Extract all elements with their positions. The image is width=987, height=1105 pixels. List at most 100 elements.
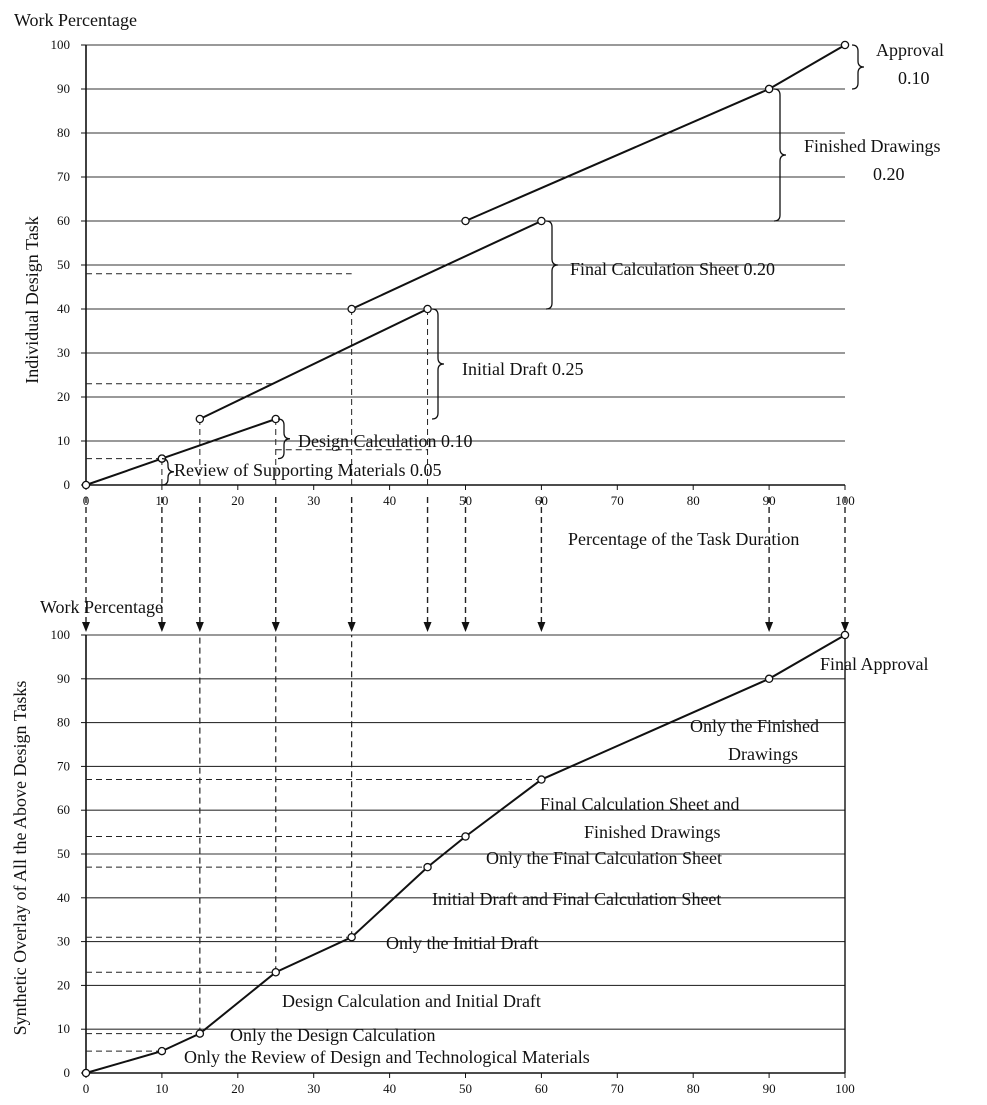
bottom-x-tick-label: 80 bbox=[687, 1081, 700, 1096]
connector-arrowhead bbox=[841, 622, 849, 632]
overlay-point-marker bbox=[423, 862, 432, 872]
annotation-approval-weight: 0.10 bbox=[898, 68, 930, 88]
top-x-tick-label: 80 bbox=[687, 493, 700, 508]
top-y-tick-label: 20 bbox=[57, 389, 70, 404]
bottom-y-tick-label: 70 bbox=[57, 758, 70, 773]
bottom-x-tick-label: 30 bbox=[307, 1081, 320, 1096]
top-x-tick-label: 40 bbox=[383, 493, 396, 508]
brace-approval bbox=[851, 44, 865, 90]
overlay-point-marker bbox=[764, 674, 774, 684]
bottom-y-axis-label: Synthetic Overlay of All the Above Desig… bbox=[10, 681, 30, 1036]
brace-design-calculation bbox=[277, 418, 291, 460]
top-y-tick-label: 80 bbox=[57, 125, 70, 140]
top-x-tick-label: 20 bbox=[231, 493, 244, 508]
bottom-x-tick-label: 50 bbox=[459, 1081, 472, 1096]
bottom-y-tick-label: 20 bbox=[57, 977, 70, 992]
overlay-curve bbox=[85, 634, 846, 1074]
brace-finished-drawings bbox=[773, 88, 787, 222]
overlay-point-marker bbox=[347, 932, 356, 942]
top-segment-end-marker bbox=[423, 304, 432, 314]
annotation-only-finished-drawings-2: Drawings bbox=[728, 744, 798, 764]
top-y-tick-label: 0 bbox=[64, 477, 71, 492]
bottom-x-tick-label: 100 bbox=[835, 1081, 855, 1096]
annotation-design-calculation: Design Calculation 0.10 bbox=[298, 431, 472, 451]
annotation-approval: Approval bbox=[876, 40, 944, 60]
brace-review bbox=[161, 457, 175, 486]
bottom-y-tick-label: 10 bbox=[57, 1021, 70, 1036]
brace-initial-draft bbox=[431, 308, 445, 420]
overlay-point-marker bbox=[537, 775, 546, 784]
top-y-tick-label: 60 bbox=[57, 213, 70, 228]
top-task-segment bbox=[465, 88, 770, 222]
top-y-axis-label: Individual Design Task bbox=[22, 216, 42, 383]
top-segment-end-marker bbox=[537, 216, 546, 226]
top-segment-start-marker bbox=[81, 480, 91, 490]
annotation-initial-draft-and-final-calc: Initial Draft and Final Calculation Shee… bbox=[432, 889, 721, 909]
connector-arrowhead bbox=[271, 622, 280, 632]
annotation-finished-drawings-weight: 0.20 bbox=[873, 164, 905, 184]
top-task-segment bbox=[768, 44, 846, 90]
top-segment-start-marker bbox=[195, 414, 205, 424]
annotation-review-supporting: Review of Supporting Materials 0.05 bbox=[174, 460, 441, 480]
top-y-axis-title: Work Percentage bbox=[14, 10, 137, 30]
top-task-segment bbox=[199, 308, 428, 420]
bottom-panel: 0 10 20 30 40 50 60 70 80 90 100 0 10 20 30 40 50 60 70 80 9… bbox=[51, 627, 855, 1096]
top-y-tick-label: 70 bbox=[57, 169, 70, 184]
top-x-tick-label: 30 bbox=[307, 493, 320, 508]
annotation-finished-drawings: Finished Drawings bbox=[804, 136, 941, 156]
top-y-tick-label: 100 bbox=[51, 37, 71, 52]
connector-arrowhead bbox=[195, 622, 204, 632]
bottom-y-tick-label: 40 bbox=[57, 890, 70, 905]
overlay-point-marker bbox=[195, 1029, 205, 1038]
annotation-only-initial-draft: Only the Initial Draft bbox=[386, 933, 538, 953]
connector-arrowhead bbox=[347, 622, 356, 632]
overlay-point-marker bbox=[840, 630, 850, 640]
annotation-final-calc-and-drawings: Final Calculation Sheet and bbox=[540, 794, 739, 814]
annotation-only-review: Only the Review of Design and Technologi… bbox=[184, 1047, 590, 1067]
panel-connectors bbox=[82, 497, 849, 632]
bottom-y-axis-title: Work Percentage bbox=[40, 597, 163, 617]
overlay-point-marker bbox=[461, 832, 470, 841]
connector-arrowhead bbox=[461, 622, 470, 632]
brace-final-calculation bbox=[545, 220, 559, 310]
top-y-tick-label: 90 bbox=[57, 81, 70, 96]
bottom-y-tick-label: 30 bbox=[57, 934, 70, 949]
bottom-y-tick-label: 0 bbox=[64, 1065, 71, 1080]
annotation-final-calculation-sheet: Final Calculation Sheet 0.20 bbox=[570, 259, 775, 279]
bottom-x-tick-label: 60 bbox=[535, 1081, 548, 1096]
bottom-y-tick-label: 100 bbox=[51, 627, 71, 642]
connector-arrowhead bbox=[82, 622, 90, 632]
annotation-final-calc-and-drawings-2: Finished Drawings bbox=[584, 822, 721, 842]
top-y-tick-label: 40 bbox=[57, 301, 70, 316]
annotation-design-calc-and-initial-draft: Design Calculation and Initial Draft bbox=[282, 991, 541, 1011]
top-y-tick-label: 30 bbox=[57, 345, 70, 360]
top-y-tick-label: 10 bbox=[57, 433, 70, 448]
bottom-y-tick-label: 60 bbox=[57, 802, 70, 817]
bottom-y-tick-label: 50 bbox=[57, 846, 70, 861]
top-segment-start-marker bbox=[461, 216, 470, 226]
annotation-only-finished-drawings: Only the Finished bbox=[690, 716, 819, 736]
top-task-segment bbox=[85, 457, 163, 486]
annotation-final-approval: Final Approval bbox=[820, 654, 929, 674]
annotation-initial-draft: Initial Draft 0.25 bbox=[462, 359, 583, 379]
bottom-y-tick-label: 90 bbox=[57, 671, 70, 686]
top-x-tick-label: 70 bbox=[611, 493, 624, 508]
annotation-only-final-calc-sheet: Only the Final Calculation Sheet bbox=[486, 848, 722, 868]
connector-arrowhead bbox=[423, 622, 432, 632]
connector-arrowhead bbox=[537, 622, 546, 632]
bottom-x-tick-label: 40 bbox=[383, 1081, 396, 1096]
bottom-y-tick-label: 80 bbox=[57, 715, 70, 730]
top-panel: 0102030405060708090100010203040506070809… bbox=[51, 37, 865, 508]
connector-arrowhead bbox=[157, 622, 166, 632]
top-segment-start-marker bbox=[764, 84, 774, 94]
bottom-x-tick-label: 10 bbox=[155, 1081, 168, 1096]
x-axis-label: Percentage of the Task Duration bbox=[568, 529, 799, 549]
annotation-only-design-calc: Only the Design Calculation bbox=[230, 1025, 435, 1045]
overlay-point-marker bbox=[81, 1068, 91, 1078]
top-segment-start-marker bbox=[347, 304, 356, 314]
bottom-x-tick-label: 20 bbox=[231, 1081, 244, 1096]
top-y-tick-label: 50 bbox=[57, 257, 70, 272]
bottom-x-tick-label: 70 bbox=[611, 1081, 624, 1096]
bottom-x-tick-label: 0 bbox=[83, 1081, 90, 1096]
